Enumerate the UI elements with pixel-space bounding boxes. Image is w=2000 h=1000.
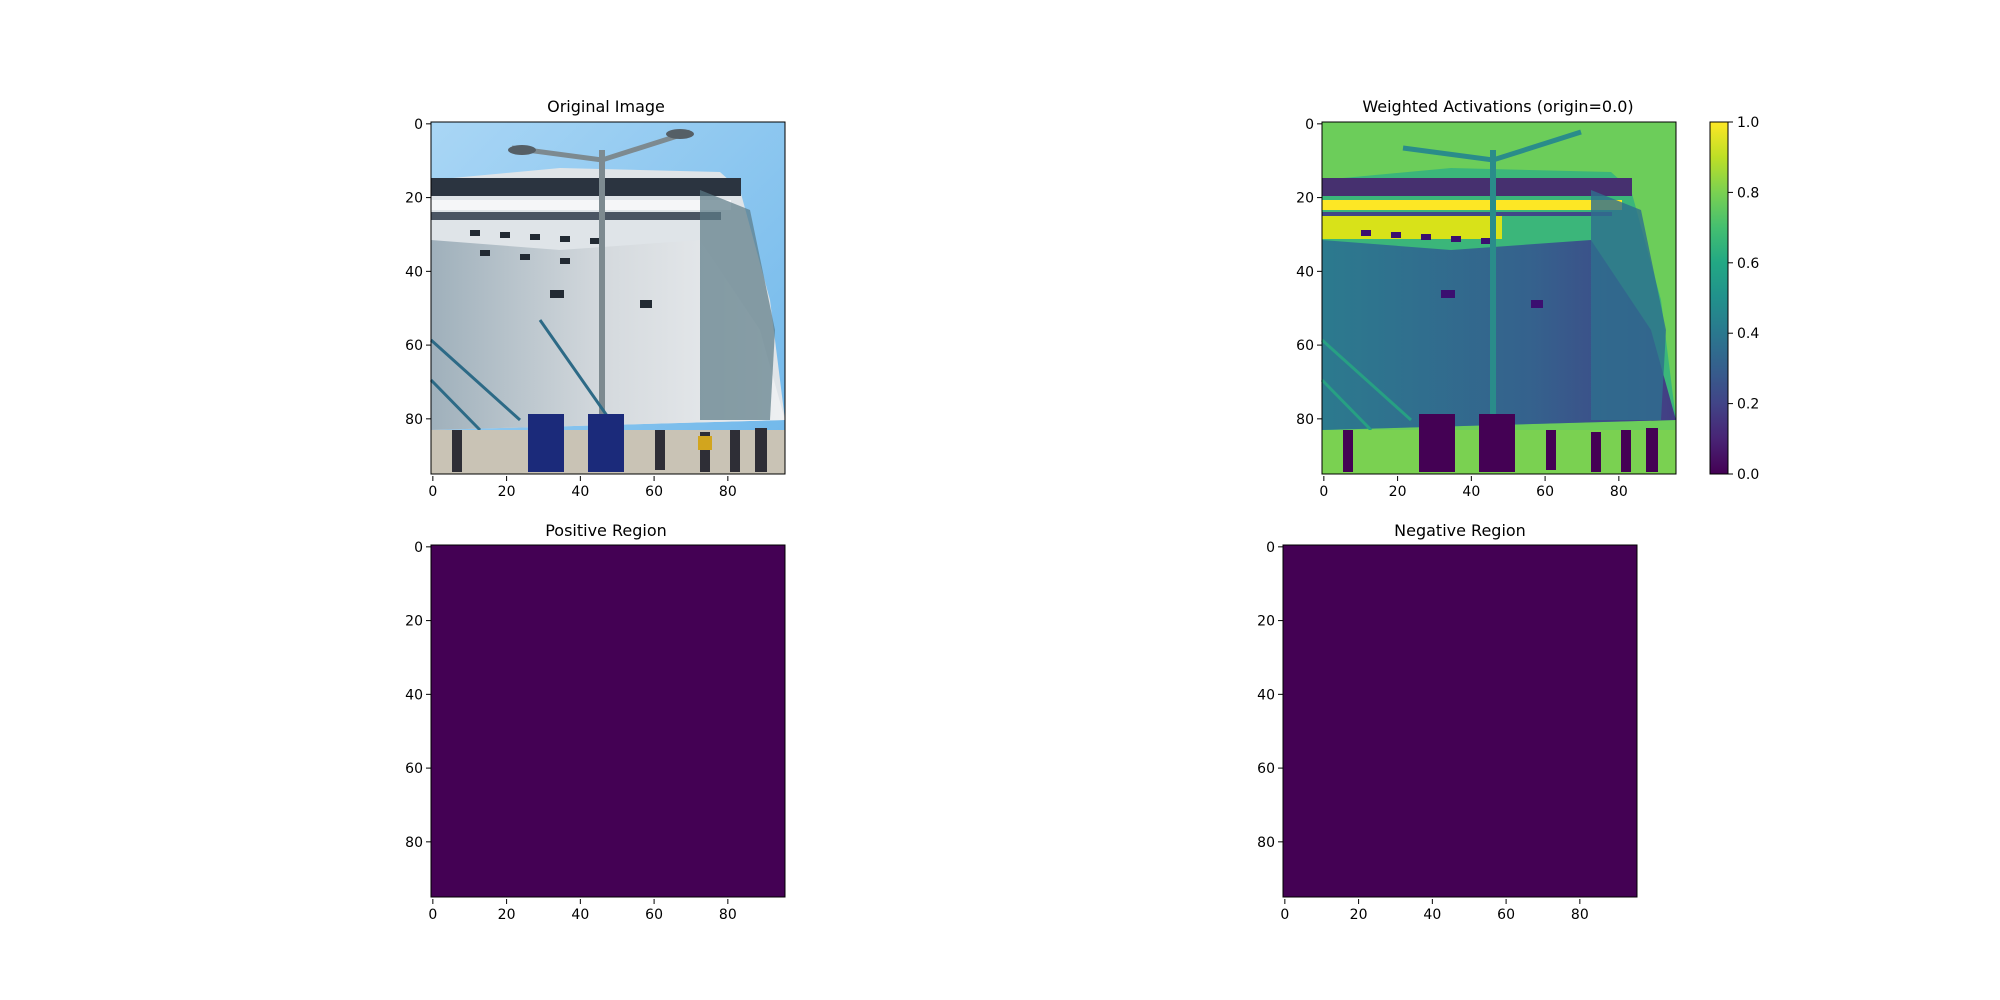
x-tick-label: 0 — [1280, 907, 1289, 923]
chart-title-weighted: Weighted Activations (origin=0.0) — [1362, 97, 1633, 116]
panel-negative-region: Negative Region 0 20 40 60 80 0 20 40 60 80 — [1257, 521, 1638, 923]
y-tick-label: 80 — [1257, 835, 1275, 851]
y-tick-label: 0 — [1266, 540, 1275, 556]
x-tick-label: 80 — [719, 484, 737, 500]
chart-title-original: Original Image — [547, 97, 665, 116]
chart-title-positive: Positive Region — [545, 521, 667, 540]
y-tick-label: 20 — [405, 614, 423, 630]
panel-positive-region: Positive Region 0 20 40 60 80 0 20 40 60 80 — [405, 521, 786, 923]
x-tick-label: 40 — [1462, 484, 1480, 500]
y-tick-label: 60 — [405, 761, 423, 777]
x-tick-label: 40 — [571, 907, 589, 923]
x-tick-label: 0 — [428, 907, 437, 923]
x-tick-label: 40 — [571, 484, 589, 500]
x-axis-positive: 0 20 40 60 80 — [428, 899, 737, 923]
y-tick-label: 40 — [405, 687, 423, 703]
x-tick-label: 0 — [428, 484, 437, 500]
colorbar-tick-label: 0.4 — [1737, 326, 1759, 342]
x-tick-label: 20 — [1350, 907, 1368, 923]
y-tick-label: 0 — [414, 117, 423, 133]
colorbar-tick-label: 0.6 — [1737, 256, 1759, 272]
y-tick-label: 20 — [405, 191, 423, 207]
y-tick-label: 80 — [405, 412, 423, 428]
y-tick-label: 60 — [405, 338, 423, 354]
x-tick-label: 80 — [1571, 907, 1589, 923]
chart-title-negative: Negative Region — [1394, 521, 1526, 540]
colorbar-tick-label: 1.0 — [1737, 115, 1759, 131]
y-axis-negative: 0 20 40 60 80 — [1257, 540, 1283, 851]
y-tick-label: 60 — [1296, 338, 1314, 354]
y-tick-label: 60 — [1257, 761, 1275, 777]
y-tick-label: 0 — [414, 540, 423, 556]
y-tick-label: 0 — [1305, 117, 1314, 133]
y-axis-weighted: 0 20 40 60 80 — [1296, 117, 1322, 428]
image-original — [429, 122, 785, 474]
colorbar-tick-label: 0.0 — [1737, 467, 1759, 483]
x-tick-label: 60 — [645, 484, 663, 500]
colorbar: 0.0 0.2 0.4 0.6 0.8 1.0 — [1709, 115, 1759, 483]
x-axis-negative: 0 20 40 60 80 — [1280, 899, 1589, 923]
x-tick-label: 0 — [1319, 484, 1328, 500]
panel-original-image: Original Image — [405, 97, 786, 500]
y-tick-label: 80 — [1296, 412, 1314, 428]
y-axis-positive: 0 20 40 60 80 — [405, 540, 431, 851]
colorbar-tick-label: 0.2 — [1737, 397, 1759, 413]
image-positive-region — [431, 545, 785, 897]
y-tick-label: 40 — [1296, 264, 1314, 280]
y-axis-original: 0 20 40 60 80 — [405, 117, 431, 428]
x-axis-original: 0 20 40 60 80 — [428, 476, 737, 500]
x-tick-label: 60 — [645, 907, 663, 923]
y-tick-label: 80 — [405, 835, 423, 851]
x-tick-label: 60 — [1497, 907, 1515, 923]
y-tick-label: 40 — [1257, 687, 1275, 703]
x-tick-label: 80 — [719, 907, 737, 923]
image-weighted-activations — [1320, 122, 1676, 474]
x-tick-label: 20 — [498, 907, 516, 923]
image-negative-region — [1283, 545, 1637, 897]
x-tick-label: 40 — [1423, 907, 1441, 923]
panel-weighted-activations: Weighted Activations (origin=0.0) — [1296, 97, 1759, 500]
colorbar-tick-label: 0.8 — [1737, 185, 1759, 201]
y-tick-label: 20 — [1257, 614, 1275, 630]
y-tick-label: 20 — [1296, 191, 1314, 207]
x-tick-label: 20 — [498, 484, 516, 500]
x-tick-label: 20 — [1389, 484, 1407, 500]
x-tick-label: 60 — [1536, 484, 1554, 500]
y-tick-label: 40 — [405, 264, 423, 280]
x-axis-weighted: 0 20 40 60 80 — [1319, 476, 1628, 500]
x-tick-label: 80 — [1610, 484, 1628, 500]
